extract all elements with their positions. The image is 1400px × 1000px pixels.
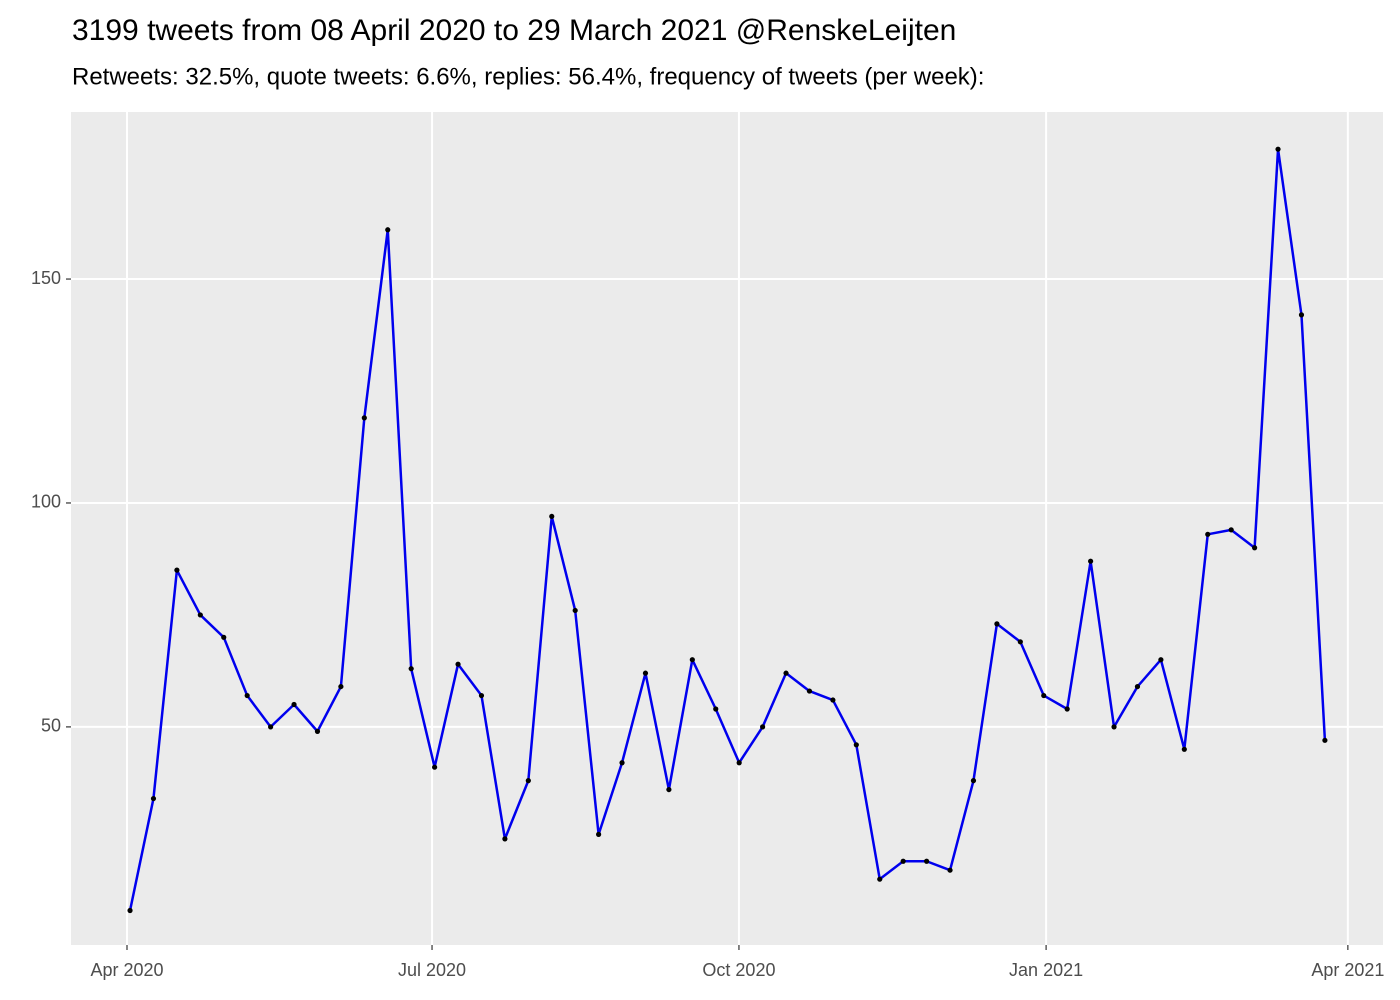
data-point [432, 764, 438, 770]
data-point [1181, 746, 1187, 752]
x-tick-label: Apr 2020 [90, 960, 163, 980]
data-point [947, 867, 953, 873]
data-point [197, 612, 203, 618]
data-point [1275, 146, 1281, 152]
data-point [1041, 692, 1047, 699]
data-point [666, 786, 672, 793]
data-point [713, 706, 719, 712]
data-point [502, 836, 508, 842]
data-point [619, 760, 625, 766]
plot-panel [71, 112, 1383, 945]
data-point [478, 692, 485, 699]
data-point [1111, 724, 1117, 730]
data-point [1205, 531, 1211, 537]
data-point [689, 657, 695, 663]
data-point [338, 683, 344, 690]
data-point [1298, 312, 1305, 318]
y-tick-label: 150 [31, 268, 61, 288]
x-tick-label: Jan 2021 [1009, 960, 1083, 980]
data-point [150, 795, 157, 802]
data-point [1088, 558, 1094, 564]
data-point [244, 692, 250, 699]
data-point [877, 876, 883, 882]
y-tick-label: 50 [41, 716, 61, 736]
data-point [1158, 657, 1164, 663]
data-point [783, 670, 789, 676]
data-point [830, 697, 836, 703]
data-line [128, 147, 1327, 911]
data-point [268, 724, 274, 730]
data-point [1064, 706, 1070, 712]
data-point [291, 701, 297, 708]
data-point [1252, 545, 1258, 551]
data-point [1134, 683, 1141, 690]
data-point [736, 760, 742, 766]
x-tick-label: Apr 2021 [1311, 960, 1384, 980]
chart-subtitle: Retweets: 32.5%, quote tweets: 6.6%, rep… [72, 63, 984, 90]
x-tick-label: Oct 2020 [702, 960, 775, 980]
data-point [314, 728, 321, 734]
data-point [408, 666, 414, 672]
data-point [1228, 527, 1234, 533]
data-point [1017, 639, 1023, 645]
data-point [924, 858, 930, 864]
data-point [221, 634, 227, 640]
data-point [760, 724, 766, 730]
x-tick-label: Jul 2020 [398, 960, 466, 980]
data-point [572, 607, 578, 614]
chart-title: 3199 tweets from 08 April 2020 to 29 Mar… [72, 14, 956, 47]
data-point [1322, 737, 1328, 743]
data-point [549, 513, 555, 520]
data-point [174, 567, 180, 573]
data-point [361, 415, 367, 421]
data-point [970, 778, 977, 784]
data-point [642, 670, 649, 676]
data-point [853, 742, 859, 748]
y-tick-label: 100 [31, 492, 61, 512]
data-point [127, 907, 133, 914]
data-point [455, 661, 461, 667]
data-point [525, 778, 531, 784]
data-point [596, 831, 602, 837]
data-point [994, 621, 1000, 627]
data-point [385, 227, 391, 233]
data-point [900, 858, 906, 864]
data-point [806, 688, 813, 694]
